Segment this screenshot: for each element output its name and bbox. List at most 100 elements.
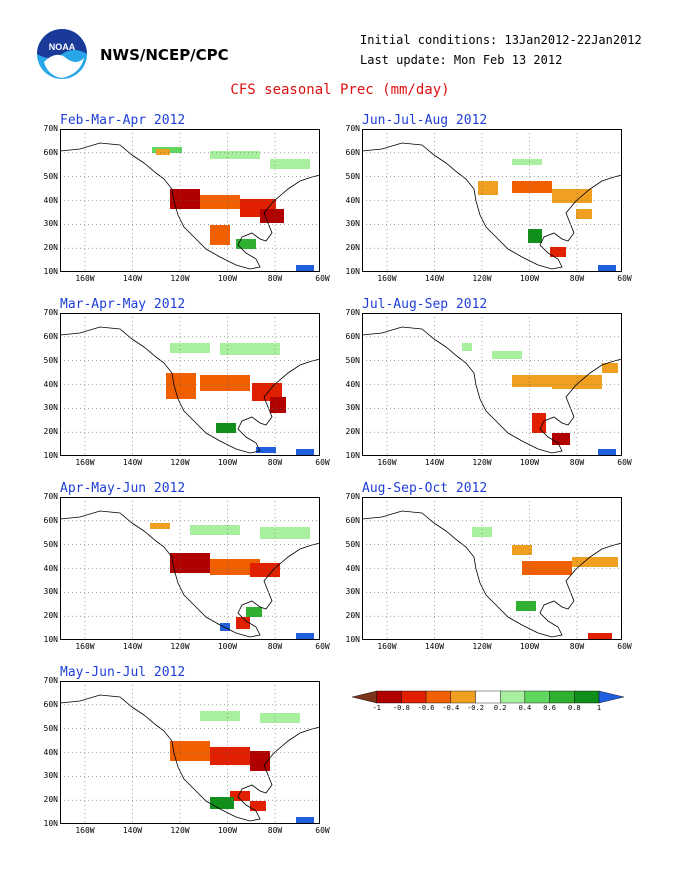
page-title: CFS seasonal Prec (mm/day) (230, 82, 450, 98)
anomaly-cell (220, 623, 230, 631)
anomaly-cell (170, 343, 210, 353)
lon-tick-label: 100W (519, 458, 540, 467)
anomaly-cell (270, 159, 310, 169)
colorbar-swatch (351, 690, 377, 704)
lat-tick-label: 20N (43, 243, 58, 253)
lat-tick-label: 70N (43, 492, 58, 501)
lat-tick-label: 40N (43, 379, 58, 389)
lon-tick-label: 140W (122, 274, 143, 283)
lon-tick-label: 60W (315, 826, 330, 835)
lon-tick-label: 60W (617, 274, 632, 283)
colorbar-label: 1 (596, 704, 602, 712)
lat-tick-label: 30N (43, 587, 58, 597)
lon-tick-label: 140W (424, 274, 445, 283)
lon-tick-label: 80W (267, 458, 283, 467)
forecast-map (60, 497, 320, 640)
anomaly-cell (236, 239, 256, 249)
anomaly-cell (216, 423, 236, 433)
lat-tick-label: 50N (43, 171, 58, 181)
lat-tick-label: 70N (345, 308, 360, 317)
lon-tick-label: 80W (569, 274, 585, 283)
lat-tick-label: 60N (345, 331, 360, 341)
lat-tick-label: 20N (43, 611, 58, 621)
lat-tick-label: 20N (345, 243, 360, 253)
agency-name: NWS/NCEP/CPC (100, 46, 229, 64)
forecast-map (362, 497, 622, 640)
anomaly-cell (200, 711, 240, 721)
lon-tick-label: 60W (617, 642, 632, 651)
anomaly-cell (250, 801, 266, 811)
lon-tick-label: 100W (217, 642, 238, 651)
forecast-map (362, 129, 622, 272)
anomaly-cell (572, 557, 602, 567)
anomaly-cell (190, 525, 240, 535)
lat-tick-label: 10N (43, 819, 58, 828)
anomaly-cell (478, 181, 498, 195)
anomaly-cell (602, 363, 618, 373)
lon-tick-label: 100W (519, 274, 540, 283)
panel-title: Jul-Aug-Sep 2012 (362, 297, 488, 312)
map-frame (60, 129, 320, 272)
anomaly-cell (492, 351, 522, 359)
lat-tick-label: 30N (43, 403, 58, 413)
colorbar-swatch (549, 690, 575, 704)
anomaly-cell (250, 563, 280, 577)
lat-tick-label: 40N (43, 563, 58, 573)
anomaly-cell (522, 561, 572, 575)
colorbar-label: 0.8 (567, 704, 581, 712)
anomaly-cell (156, 149, 170, 155)
colorbar-label: 0.4 (518, 704, 532, 712)
lon-tick-label: 80W (569, 642, 585, 651)
anomaly-cell (552, 433, 570, 445)
anomaly-cell (166, 373, 196, 399)
map-frame (60, 313, 320, 456)
lon-tick-label: 160W (75, 642, 95, 651)
anomaly-cell (532, 413, 546, 433)
lon-tick-label: 80W (569, 458, 585, 467)
lon-tick-label: 120W (472, 642, 492, 651)
lat-tick-label: 40N (43, 747, 58, 757)
colorbar-label: 0.6 (543, 704, 556, 712)
lon-tick-label: 120W (472, 274, 492, 283)
lat-tick-label: 40N (345, 563, 360, 573)
lon-tick-label: 160W (75, 458, 95, 467)
colorbar-label: -0.6 (417, 704, 435, 712)
last-update: Last update: Mon Feb 13 2012 (360, 53, 563, 67)
lat-tick-label: 20N (43, 795, 58, 805)
colorbar-swatch (425, 690, 451, 704)
colorbar: -1 -0.8 -0.6 -0.4 -0.2 0.2 0.4 0.6 0.8 1 (351, 689, 625, 712)
forecast-map (362, 313, 622, 456)
anomaly-cell (210, 747, 250, 765)
lat-tick-label: 60N (43, 147, 58, 157)
colorbar-scale (351, 690, 625, 704)
lat-tick-label: 50N (43, 723, 58, 733)
lat-tick-label: 50N (345, 171, 360, 181)
anomaly-cell (512, 181, 552, 193)
lat-tick-label: 60N (345, 147, 360, 157)
colorbar-label: -0.4 (442, 704, 460, 712)
lat-tick-label: 20N (345, 611, 360, 621)
anomaly-cell (252, 383, 282, 401)
colorbar-swatch (499, 690, 526, 704)
lat-tick-label: 40N (43, 195, 58, 205)
anomaly-cell (200, 375, 250, 391)
anomaly-cell (270, 397, 286, 413)
colorbar-label: 0.2 (493, 704, 507, 712)
anomaly-cell (220, 343, 280, 355)
anomaly-cell (296, 817, 314, 823)
lat-tick-label: 30N (345, 587, 360, 597)
lon-tick-label: 160W (75, 274, 95, 283)
lat-tick-label: 20N (43, 427, 58, 437)
map-frame (362, 497, 622, 640)
lat-tick-label: 70N (43, 308, 58, 317)
anomaly-cell (462, 343, 472, 351)
colorbar-label: -1 (372, 704, 381, 712)
lat-tick-label: 50N (345, 539, 360, 549)
anomaly-cell (236, 617, 250, 629)
anomaly-cell (170, 553, 210, 573)
anomaly-cell (260, 527, 310, 539)
anomaly-cell (210, 151, 260, 159)
coastline (60, 129, 320, 270)
anomaly-cell (552, 189, 592, 203)
colorbar-label: -0.2 (467, 704, 484, 712)
